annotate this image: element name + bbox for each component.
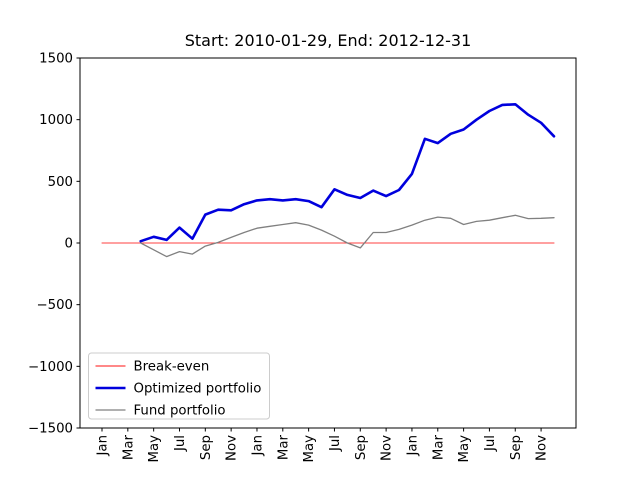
x-tick-label: Mar (431, 434, 446, 460)
y-tick-label: 1000 (39, 113, 73, 128)
x-tick-label: Jan (405, 435, 420, 457)
series-line-fund-portfolio (140, 214, 555, 258)
x-tick-label: Jul (483, 435, 498, 452)
y-tick-label: 0 (65, 237, 73, 252)
x-tick-label: Sep (354, 435, 369, 460)
plot-area: −1500 −1000 −500 0 500 1000 1500 Jan Mar May Jul Se… (28, 52, 577, 463)
x-tick-label: Nov (535, 435, 550, 461)
x-tick-label: Mar (121, 434, 136, 460)
y-tick-label: 1500 (39, 52, 73, 67)
x-tick-label: Jan (250, 435, 265, 457)
y-tick-label: 500 (48, 175, 73, 190)
x-tick-label: May (302, 435, 317, 463)
legend-label: Break-even (134, 360, 210, 375)
x-tick-label: May (457, 435, 472, 463)
x-tick-label: Nov (380, 435, 395, 461)
y-tick-label: −1500 (28, 422, 73, 437)
y-tick-label: −1000 (28, 360, 73, 375)
y-tick-label: −500 (36, 298, 73, 313)
chart-title: Start: 2010-01-29, End: 2012-12-31 (185, 31, 472, 50)
x-tick-label: Jul (328, 435, 343, 452)
x-tick-label: Jul (173, 435, 188, 452)
series-line-optimized-portfolio (139, 103, 556, 243)
x-tick-label: May (147, 435, 162, 463)
x-tick-label: Jan (96, 435, 111, 457)
x-tick-label: Nov (225, 435, 240, 461)
legend-label: Fund portfolio (134, 404, 226, 419)
x-tick-label: Mar (276, 434, 291, 460)
x-tick-label: Sep (509, 435, 524, 460)
legend-label: Optimized portfolio (134, 382, 262, 397)
x-tick-label: Sep (199, 435, 214, 460)
legend-box (88, 352, 270, 420)
